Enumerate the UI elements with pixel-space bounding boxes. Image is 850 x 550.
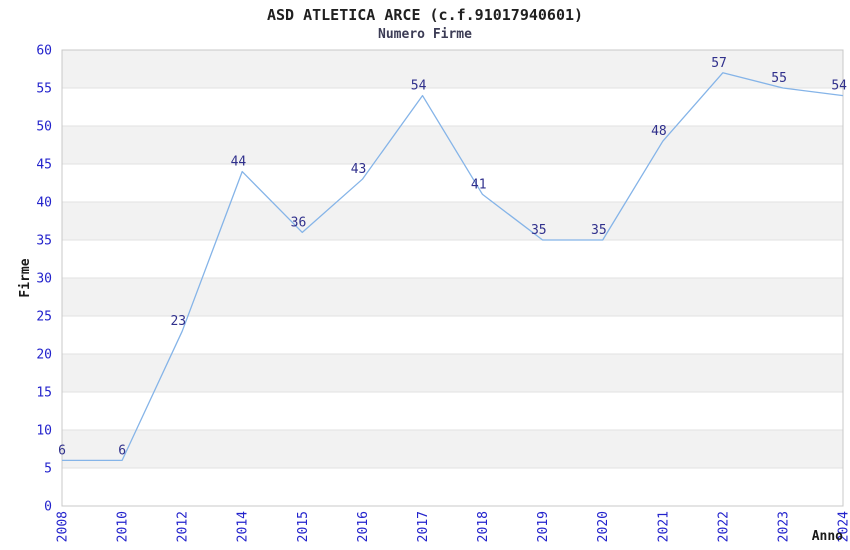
x-tick-label: 2008 (56, 511, 71, 542)
y-tick-label: 40 (36, 196, 52, 211)
x-tick-label: 2020 (596, 511, 611, 542)
y-tick-label: 20 (36, 348, 52, 363)
data-label: 43 (351, 162, 367, 177)
x-tick-label: 2024 (837, 511, 850, 542)
plot-band (62, 88, 843, 126)
data-label: 54 (411, 79, 427, 94)
x-tick-label: 2018 (476, 511, 491, 542)
y-tick-label: 35 (36, 234, 52, 249)
y-tick-label: 15 (36, 386, 52, 401)
data-label: 55 (771, 71, 787, 86)
plot-band (62, 392, 843, 430)
plot-band (62, 202, 843, 240)
x-tick-label: 2012 (176, 511, 191, 542)
x-tick-label: 2017 (416, 511, 431, 542)
y-tick-label: 55 (36, 82, 52, 97)
x-tick-label: 2016 (356, 511, 371, 542)
plot-border (61, 49, 844, 507)
data-label: 23 (170, 314, 186, 329)
x-tick-label: 2014 (236, 511, 251, 542)
plot-band (62, 50, 843, 88)
x-axis-title: Anno (812, 529, 843, 544)
x-tick-label: 2023 (776, 511, 791, 542)
data-label: 35 (531, 223, 547, 238)
data-label: 57 (711, 56, 727, 71)
line-series (62, 72, 844, 462)
y-tick-label: 0 (44, 500, 52, 515)
plot-band (62, 278, 843, 316)
x-tick-label: 2010 (116, 511, 131, 542)
x-tick-label: 2022 (716, 511, 731, 542)
data-label: 48 (651, 124, 667, 139)
plot-band (62, 164, 843, 202)
y-tick-label: 10 (36, 424, 52, 439)
data-label: 54 (831, 79, 847, 94)
plot-band (62, 316, 843, 354)
plot-band (62, 430, 843, 468)
data-label: 41 (471, 177, 487, 192)
data-label: 44 (231, 155, 247, 170)
y-tick-label: 5 (44, 462, 52, 477)
chart-title: ASD ATLETICA ARCE (c.f.91017940601) (266, 6, 584, 24)
plot-band (62, 240, 843, 278)
y-axis-title: Firme (18, 258, 33, 297)
plot-band (62, 354, 843, 392)
data-label: 6 (118, 443, 126, 458)
y-tick-label: 25 (36, 310, 52, 325)
y-tick-label: 50 (36, 120, 52, 135)
x-tick-label: 2015 (296, 511, 311, 542)
y-tick-label: 45 (36, 158, 52, 173)
plot-band (62, 468, 843, 506)
y-tick-label: 30 (36, 272, 52, 287)
data-label: 6 (58, 443, 66, 458)
data-label: 36 (291, 215, 307, 230)
chart-subtitle: Numero Firme (378, 27, 472, 42)
y-tick-label: 60 (36, 44, 52, 59)
x-tick-label: 2019 (536, 511, 551, 542)
data-label: 35 (591, 223, 607, 238)
x-tick-label: 2021 (656, 511, 671, 542)
